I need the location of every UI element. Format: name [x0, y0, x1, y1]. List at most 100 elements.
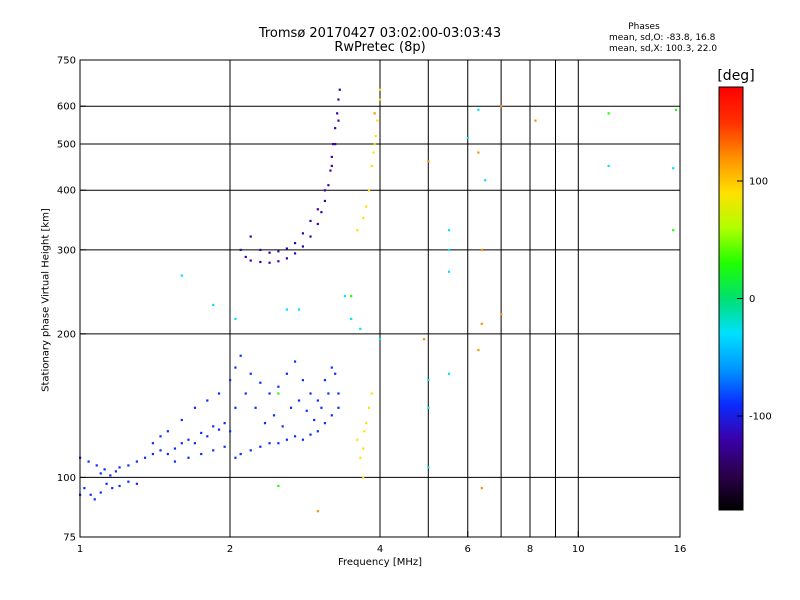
- colorbar-tick-label: 100: [749, 177, 768, 188]
- data-point: [427, 160, 430, 163]
- data-point: [289, 406, 293, 409]
- data-point: [244, 392, 247, 395]
- data-point: [372, 151, 375, 154]
- data-point: [87, 460, 90, 463]
- data-point: [277, 442, 280, 445]
- data-point: [118, 466, 121, 469]
- x-axis-label: Frequency [MHz]: [337, 557, 423, 568]
- data-point: [323, 379, 327, 382]
- data-point: [466, 136, 469, 140]
- x-tick-label: 8: [527, 544, 533, 555]
- data-point: [173, 447, 177, 450]
- data-point: [109, 474, 112, 477]
- data-point: [105, 482, 108, 485]
- data-point: [370, 164, 373, 168]
- data-point: [285, 257, 288, 260]
- data-point: [334, 127, 337, 130]
- data-point: [330, 366, 333, 369]
- colorbar-tick-label: -100: [749, 412, 772, 423]
- data-point: [362, 447, 365, 450]
- data-point: [447, 229, 451, 232]
- data-point: [277, 484, 280, 488]
- data-point: [323, 422, 327, 425]
- x-tick-label: 16: [674, 544, 687, 555]
- data-point: [477, 348, 480, 352]
- data-point: [359, 456, 362, 459]
- data-point: [93, 498, 96, 501]
- data-point: [376, 119, 379, 122]
- data-point: [234, 366, 237, 369]
- data-point: [297, 399, 301, 402]
- x-tick-label: 6: [465, 544, 471, 555]
- data-point: [447, 270, 451, 273]
- data-point: [180, 418, 183, 422]
- data-point: [180, 442, 183, 445]
- data-point: [334, 372, 337, 375]
- data-point: [187, 438, 190, 441]
- data-point: [285, 438, 288, 441]
- data-point: [374, 134, 377, 138]
- data-point: [277, 392, 280, 395]
- data-point: [293, 435, 297, 438]
- data-point: [370, 392, 373, 395]
- data-point: [193, 406, 197, 409]
- data-point: [534, 119, 537, 122]
- data-point: [297, 308, 301, 311]
- data-point: [268, 261, 271, 264]
- data-point: [379, 88, 382, 91]
- data-point: [217, 428, 221, 431]
- data-point: [320, 211, 323, 214]
- data-point: [249, 372, 252, 375]
- chart-subtitle: RwPretec (8p): [334, 40, 426, 55]
- data-point: [316, 399, 319, 402]
- y-tick-label: 600: [57, 102, 76, 113]
- data-point: [337, 119, 340, 122]
- data-point: [159, 449, 162, 452]
- data-point: [118, 484, 121, 488]
- colorbar-unit-label: [deg]: [717, 68, 755, 84]
- data-point: [99, 472, 102, 475]
- data-point: [367, 189, 371, 192]
- data-point: [254, 406, 257, 409]
- data-point: [480, 487, 483, 490]
- data-point: [285, 247, 288, 250]
- data-point: [365, 205, 368, 208]
- data-point: [159, 435, 162, 438]
- data-point: [212, 303, 215, 307]
- data-point: [83, 487, 86, 490]
- data-point: [337, 392, 340, 395]
- data-point: [477, 108, 480, 111]
- data-point: [316, 208, 319, 211]
- data-point: [249, 449, 252, 452]
- y-axis: 75 100 200 300 400 500 600 750: [57, 56, 86, 544]
- data-point: [249, 259, 252, 262]
- data-point: [362, 216, 365, 220]
- data-point: [327, 184, 330, 187]
- data-point: [259, 445, 262, 448]
- data-point: [480, 248, 483, 252]
- data-point: [127, 464, 130, 467]
- colorbar-tick-label: 0: [749, 294, 755, 305]
- x-axis: 1 2 4 6 8 10 16: [77, 531, 687, 555]
- data-point: [89, 493, 92, 496]
- data-point: [363, 430, 366, 433]
- data-point: [206, 399, 209, 402]
- y-tick-label: 400: [57, 186, 76, 197]
- data-point: [484, 179, 487, 182]
- data-point: [301, 438, 305, 441]
- data-point: [293, 360, 297, 363]
- data-point: [343, 295, 347, 298]
- data-point: [330, 414, 333, 417]
- data-point: [277, 260, 280, 263]
- data-point: [350, 317, 353, 321]
- data-point: [277, 250, 280, 253]
- data-point: [500, 313, 503, 316]
- data-point: [334, 142, 337, 146]
- data-point: [367, 406, 371, 409]
- data-point: [316, 430, 319, 433]
- data-point: [229, 379, 232, 382]
- data-point: [103, 468, 106, 471]
- data-point: [336, 112, 339, 115]
- data-point: [323, 189, 327, 192]
- data-point: [200, 452, 203, 456]
